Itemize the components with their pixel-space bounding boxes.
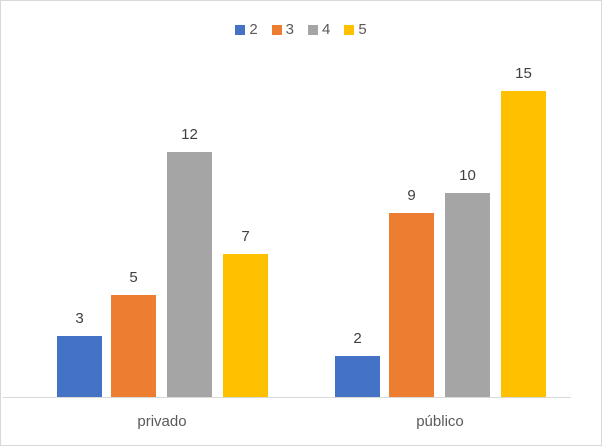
category-label: privado bbox=[137, 413, 187, 430]
legend-label: 3 bbox=[285, 21, 294, 38]
bar bbox=[445, 193, 490, 397]
bar bbox=[57, 335, 102, 397]
x-axis-line bbox=[3, 397, 571, 398]
bar bbox=[389, 213, 434, 397]
legend-swatch-icon bbox=[344, 24, 355, 35]
bar bbox=[501, 91, 546, 397]
legend-swatch-icon bbox=[271, 24, 282, 35]
legend-item: 2 bbox=[235, 21, 258, 38]
data-label: 10 bbox=[459, 167, 476, 184]
data-label: 9 bbox=[407, 187, 416, 205]
legend-item: 4 bbox=[308, 21, 330, 38]
data-label: 2 bbox=[353, 330, 362, 348]
legend-item: 3 bbox=[271, 21, 294, 38]
data-label: 5 bbox=[129, 269, 138, 286]
bar bbox=[111, 295, 156, 397]
legend-swatch-icon bbox=[308, 24, 318, 35]
data-label: 15 bbox=[515, 65, 532, 82]
legend-label: 2 bbox=[249, 21, 258, 38]
data-label: 12 bbox=[181, 126, 198, 144]
data-label: 3 bbox=[75, 309, 84, 327]
legend-item: 5 bbox=[344, 21, 367, 38]
legend: 2 3 4 5 bbox=[1, 21, 601, 38]
category-label: público bbox=[416, 413, 464, 430]
data-label: 7 bbox=[241, 228, 250, 246]
bar bbox=[167, 152, 212, 397]
bar bbox=[335, 356, 380, 397]
legend-swatch-icon bbox=[235, 24, 246, 35]
legend-label: 4 bbox=[322, 21, 331, 38]
legend-label: 5 bbox=[358, 21, 367, 38]
bar bbox=[223, 254, 268, 397]
